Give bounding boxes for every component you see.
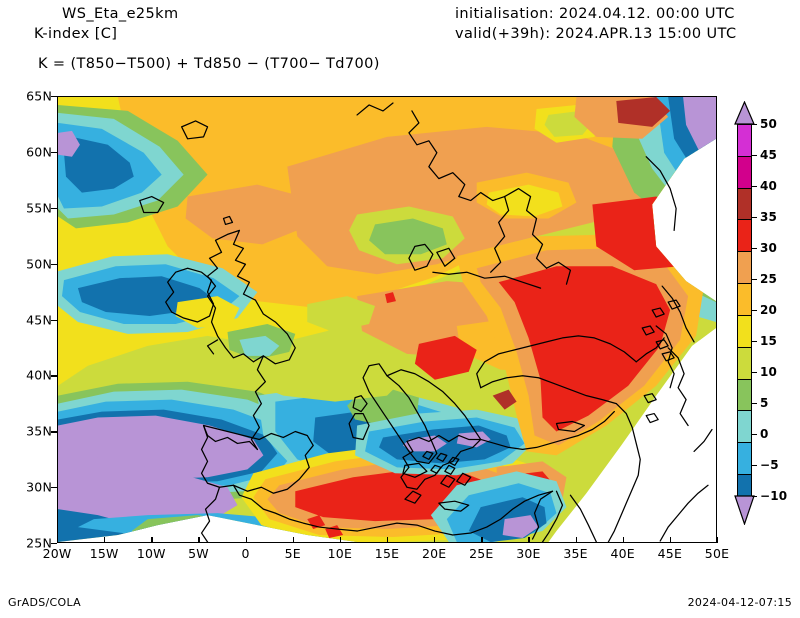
x-axis-tick (528, 537, 530, 543)
y-axis-tick (51, 543, 57, 545)
x-axis-label: 25E (469, 546, 494, 561)
x-axis-tick (387, 537, 389, 543)
colorbar-segment (738, 219, 751, 252)
formula-text: K = (T850−T500) + Td850 − (T700− Td700) (38, 56, 380, 72)
x-axis-label: 35E (563, 546, 588, 561)
colorbar-tick-label: −10 (760, 489, 788, 503)
colorbar-segment (738, 378, 751, 411)
k-index-contour-map (58, 97, 716, 542)
colorbar-arrow-top (734, 101, 755, 125)
colorbar-tick-label: 5 (760, 396, 769, 410)
y-axis-tick (51, 319, 57, 321)
y-axis-tick (51, 96, 57, 98)
colorbar-tick (752, 217, 757, 219)
colorbar-segment (738, 442, 751, 475)
y-axis-tick (51, 207, 57, 210)
colorbar-tick (752, 372, 757, 374)
colorbar-tick (752, 465, 757, 467)
initialisation-time: initialisation: 2024.04.12. 00:00 UTC (455, 6, 735, 22)
colorbar-tick-label: 15 (760, 334, 778, 348)
colorbar-segment (738, 346, 751, 379)
x-axis-tick (575, 537, 577, 543)
y-axis-tick (51, 263, 57, 265)
y-axis-label: 55N (26, 200, 52, 216)
x-axis-tick (104, 537, 106, 543)
x-axis-tick (198, 537, 200, 543)
colorbar-tick-label: 0 (760, 427, 769, 441)
y-axis-label: 40N (26, 367, 52, 383)
valid-time: valid(+39h): 2024.APR.13 15:00 UTC (455, 26, 737, 42)
x-axis-label: 40E (610, 546, 635, 561)
colorbar-tick (752, 341, 757, 343)
colorbar (737, 124, 752, 506)
footer-timestamp: 2024-04-12-07:15 (687, 596, 792, 609)
x-axis-label: 50E (704, 546, 730, 561)
colorbar-tick-label: 25 (760, 272, 778, 286)
x-axis-label: 20W (42, 546, 72, 561)
colorbar-segment (738, 155, 751, 188)
x-axis-label: 5E (284, 546, 301, 561)
x-axis-label: 15W (89, 546, 119, 561)
colorbar-segment (738, 125, 751, 156)
colorbar-tick (752, 248, 757, 250)
y-axis-tick (51, 487, 57, 489)
x-axis-label: 15E (374, 546, 400, 561)
x-axis-label: 5W (188, 546, 209, 561)
colorbar-segment (738, 314, 751, 347)
x-axis-label: 20E (421, 546, 447, 561)
map-plot-area (57, 96, 717, 543)
colorbar-tick (752, 124, 757, 126)
x-axis-tick (717, 537, 719, 543)
colorbar-tick (752, 186, 757, 188)
x-axis-tick (434, 537, 436, 543)
y-axis-label: 50N (26, 256, 52, 272)
colorbar-tick-label: 50 (760, 117, 778, 131)
colorbar-tick (752, 403, 757, 405)
x-axis-label: 10E (327, 546, 353, 561)
y-axis-label: 35N (26, 423, 52, 439)
colorbar-tick-label: 45 (760, 148, 778, 162)
colorbar-tick-label: 30 (760, 241, 778, 255)
x-axis-tick (481, 537, 483, 543)
colorbar-tick (752, 310, 757, 312)
y-axis-label: 45N (26, 312, 52, 327)
y-axis-label: 65N (26, 88, 52, 104)
field-title: K-index [C] (34, 26, 118, 42)
x-axis-tick (245, 537, 247, 543)
model-title: WS_Eta_e25km (62, 6, 179, 22)
y-axis-label: 25N (26, 535, 52, 551)
colorbar-tick-label: 35 (760, 210, 778, 224)
x-axis-tick (292, 537, 294, 543)
colorbar-tick (752, 434, 757, 436)
x-axis-label: 0 (241, 546, 250, 561)
colorbar-segment (738, 410, 751, 443)
x-axis-label: 30E (516, 546, 541, 561)
colorbar-tick-label: 20 (760, 303, 778, 317)
y-axis-tick (51, 151, 57, 154)
y-axis-label: 30N (26, 479, 52, 495)
colorbar-segment (738, 187, 751, 220)
footer-source: GrADS/COLA (8, 596, 81, 609)
colorbar-tick-label: −5 (760, 458, 779, 472)
x-axis-label: 45E (657, 546, 683, 561)
colorbar-tick-label: 10 (760, 365, 778, 379)
colorbar-arrow-bottom (734, 495, 755, 525)
x-axis-tick (57, 537, 59, 543)
x-axis-label: 10W (136, 546, 166, 561)
colorbar-tick-label: 40 (760, 179, 778, 193)
x-axis-tick (669, 537, 672, 543)
colorbar-tick (752, 279, 757, 281)
x-axis-tick (339, 537, 342, 543)
y-axis-tick (51, 431, 57, 433)
x-axis-tick (151, 537, 153, 543)
y-axis-label: 60N (26, 144, 52, 160)
colorbar-segment (738, 251, 751, 284)
colorbar-segment (738, 283, 751, 315)
y-axis-tick (51, 375, 57, 377)
x-axis-tick (622, 537, 624, 543)
colorbar-tick (752, 496, 757, 498)
colorbar-tick (752, 155, 757, 157)
